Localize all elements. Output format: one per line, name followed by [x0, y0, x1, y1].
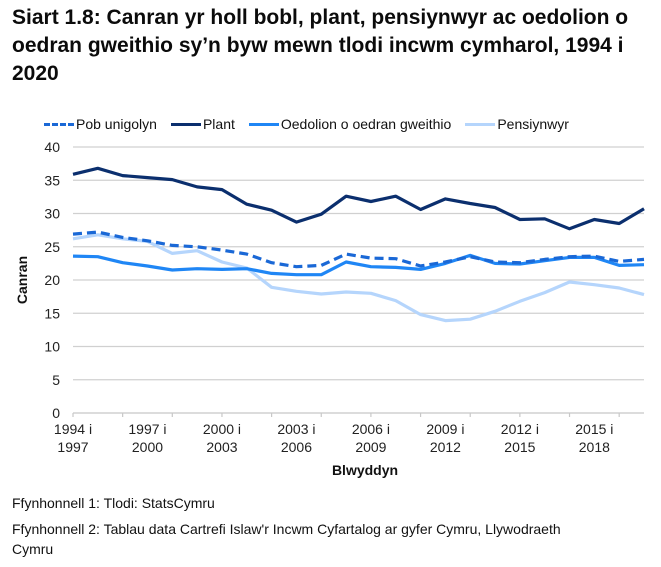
- legend-label: Pensiynwyr: [497, 116, 569, 132]
- x-tick-label: 2015: [504, 439, 535, 455]
- source-2-line-1: Ffynhonnell 2: Tablau data Cartrefi Isla…: [12, 521, 561, 537]
- legend-label: Oedolion o oedran gweithio: [280, 116, 452, 132]
- x-tick-label: 1994 i: [54, 421, 92, 437]
- legend-swatch-plant: [170, 122, 201, 126]
- y-tick-label: 40: [44, 139, 60, 155]
- legend-swatch-oedolion: [248, 122, 279, 126]
- x-tick-label: 2009: [355, 439, 386, 455]
- legend-item-plant: Plant: [170, 116, 235, 132]
- series-line-pensiynwyr: [72, 233, 645, 323]
- x-axis-label: Blwyddyn: [332, 462, 398, 478]
- x-tick-label: 2018: [579, 439, 610, 455]
- x-tick-label: 2009 i: [426, 421, 464, 437]
- legend-swatch-pob-unigolyn: [44, 122, 74, 126]
- x-tick-label: 2003 i: [277, 421, 315, 437]
- legend-label: Plant: [202, 116, 235, 132]
- legend-item-oedolion: Oedolion o oedran gweithio: [248, 116, 452, 132]
- series-line-plant: [72, 166, 645, 231]
- x-tick-label: 2012: [430, 439, 461, 455]
- series-lines: [72, 166, 645, 323]
- legend: Pob unigolyn Plant Oedolion o oedran gwe…: [44, 116, 583, 132]
- gridlines: [73, 146, 644, 381]
- y-tick-labels: 0 5 10 15 20 25 30 35 40: [44, 139, 60, 421]
- source-2: Ffynhonnell 2: Tablau data Cartrefi Isla…: [12, 519, 561, 559]
- y-tick-label: 10: [44, 339, 60, 355]
- y-tick-label: 5: [52, 372, 60, 388]
- legend-item-pensiynwyr: Pensiynwyr: [465, 116, 569, 132]
- y-tick-label: 0: [52, 405, 60, 421]
- series-line-pob-unigolyn: [72, 230, 645, 269]
- legend-label: Pob unigolyn: [76, 116, 157, 132]
- y-tick-label: 35: [44, 172, 60, 188]
- y-tick-label: 20: [44, 272, 60, 288]
- y-tick-label: 30: [44, 206, 60, 222]
- source-2-line-2: Cymru: [12, 541, 54, 557]
- x-tick-label: 2003: [206, 439, 237, 455]
- x-tick-label: 1997: [57, 439, 88, 455]
- x-tick-label: 2006: [281, 439, 312, 455]
- source-1: Ffynhonnell 1: Tlodi: StatsCymru: [12, 495, 215, 511]
- x-tick-label: 2012 i: [501, 421, 539, 437]
- legend-item-pob-unigolyn: Pob unigolyn: [44, 116, 157, 132]
- chart-title: Siart 1.8: Canran yr holl bobl, plant, p…: [12, 6, 629, 85]
- y-tick-label: 15: [44, 305, 60, 321]
- x-tick-label: 2015 i: [575, 421, 613, 437]
- x-tick-label: 2006 i: [352, 421, 390, 437]
- y-tick-label: 25: [44, 239, 60, 255]
- legend-swatch-pensiynwyr: [465, 122, 496, 126]
- y-axis-label: Canran: [14, 256, 30, 304]
- x-tick-label: 2000: [132, 439, 163, 455]
- x-tick-label: 2000 i: [203, 421, 241, 437]
- x-tick-label: 1997 i: [128, 421, 166, 437]
- x-axis: 1994 i 1997 1997 i 2000 2000 i 2003 2003 i 2006…: [54, 412, 644, 455]
